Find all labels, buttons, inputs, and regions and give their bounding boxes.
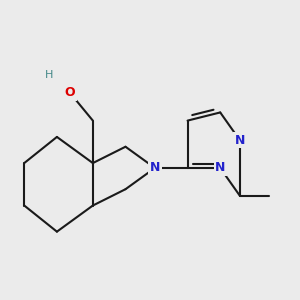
Text: N: N — [235, 134, 245, 147]
Text: O: O — [65, 86, 75, 99]
Text: N: N — [150, 161, 160, 175]
Text: N: N — [215, 161, 225, 175]
Text: H: H — [45, 70, 53, 80]
